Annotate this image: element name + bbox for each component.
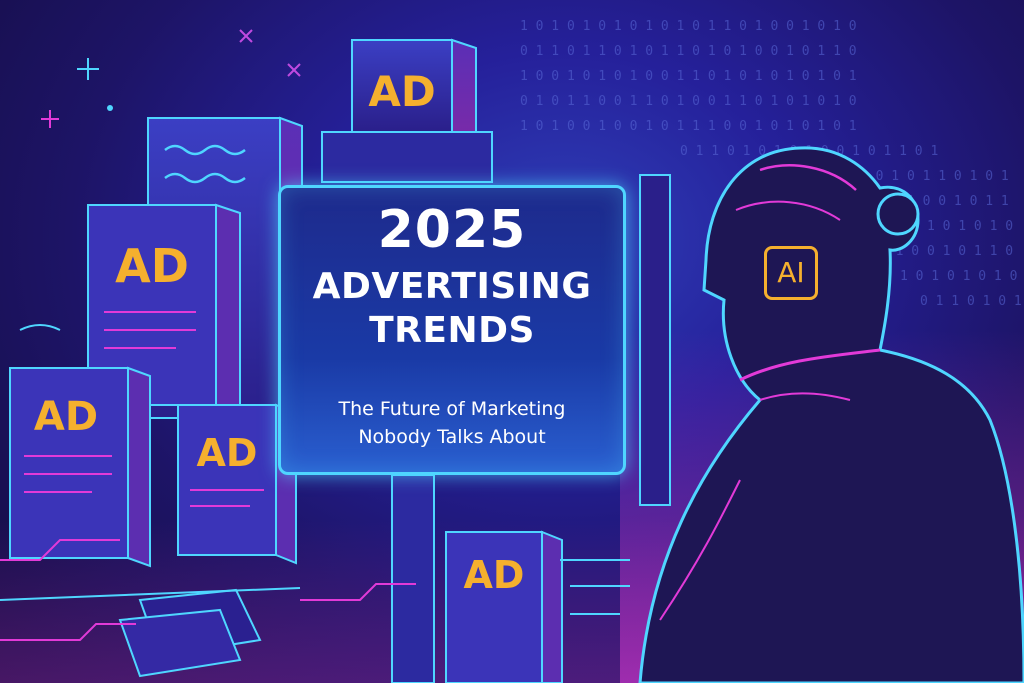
subtitle-line2: Nobody Talks About <box>358 426 546 448</box>
svg-text:0 1 0 0 1 0 1 1 0: 0 1 0 0 1 0 1 1 0 <box>880 244 1013 259</box>
ad-label: AD <box>197 431 258 475</box>
headline-line2: TRENDS <box>369 310 535 351</box>
sparkle-icon <box>41 110 59 128</box>
cross-icon <box>239 29 301 77</box>
paper-stack <box>0 587 301 678</box>
svg-text:1 0 1 0 0 1 0 0 1 0 1 1 1 0 0: 1 0 1 0 0 1 0 0 1 0 1 1 1 0 0 1 0 1 0 1 … <box>520 119 857 134</box>
svg-text:0 1 0 1 1 0 0 1 1 0 1 0 0 1 1: 0 1 0 1 1 0 0 1 1 0 1 0 0 1 1 0 1 0 1 0 … <box>520 94 857 109</box>
ad-panel-bottom-center: AD <box>445 530 563 683</box>
headline-billboard: 2025 ADVERTISING TRENDS The Future of Ma… <box>278 185 626 475</box>
svg-text:0 1 1 0 1 1 0 1 0 1 1 0 1 0 1: 0 1 1 0 1 1 0 1 0 1 1 0 1 0 1 0 0 1 0 1 … <box>520 44 857 59</box>
billboard-post <box>391 474 435 683</box>
ai-chip-icon: AI <box>764 246 818 300</box>
binary-rain: 1 0 1 0 1 0 1 0 1 0 1 0 1 1 0 1 0 0 1 0 … <box>520 19 1022 309</box>
sparkle-icon <box>77 58 99 80</box>
ad-label: AD <box>368 67 435 116</box>
headline-year: 2025 <box>377 200 527 260</box>
svg-text:1 0 1 0 1 1 0 1 0 1: 1 0 1 0 1 1 0 1 0 1 <box>860 169 1009 184</box>
circuit-lines <box>19 324 630 615</box>
ad-label: AD <box>464 553 525 597</box>
svg-text:1 0 1 0 1 0 1 0: 1 0 1 0 1 0 1 0 <box>900 269 1017 284</box>
svg-text:1 0 1 0 1 0 1 0 1 0 1 0 1 1 0: 1 0 1 0 1 0 1 0 1 0 1 0 1 1 0 1 0 0 1 0 … <box>520 19 857 34</box>
ad-panel-bottom-left: AD <box>9 366 151 568</box>
person-silhouette <box>638 146 1024 683</box>
billboard-side <box>639 174 671 506</box>
svg-text:1 0 0 1 0 1 0 1 0 0 1 1 0 1 0: 1 0 0 1 0 1 0 1 0 0 1 1 0 1 0 1 0 1 0 1 … <box>520 69 857 84</box>
ad-label: AD <box>34 394 98 440</box>
dot-icon <box>107 105 113 111</box>
subtitle-line1: The Future of Marketing <box>338 398 566 420</box>
svg-text:0 1 1 0 1 0 1: 0 1 1 0 1 0 1 <box>920 294 1022 309</box>
ad-tower-top: AD <box>321 38 493 183</box>
circuit-lines <box>0 539 416 641</box>
ad-label: AD <box>115 239 189 293</box>
headline-line1: ADVERTISING <box>312 266 592 307</box>
